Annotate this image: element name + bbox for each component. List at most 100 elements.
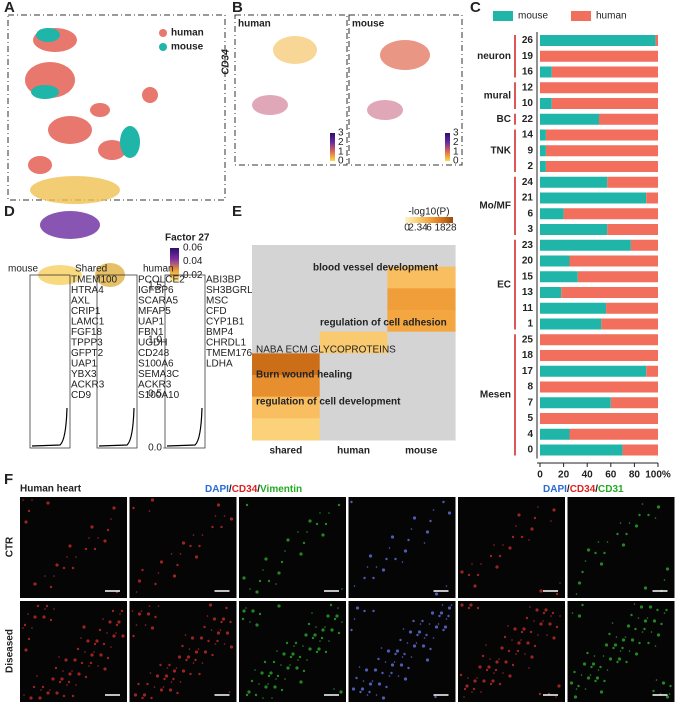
speckle <box>619 522 622 524</box>
gene-label: YBX3 <box>71 369 97 380</box>
speckle <box>584 688 587 690</box>
speckle <box>476 677 478 679</box>
speckle <box>410 656 413 658</box>
speckle <box>304 633 308 637</box>
category-label: 6 <box>527 208 533 219</box>
stain-part: / <box>257 484 260 495</box>
heatmap-cell <box>387 353 456 376</box>
speckle <box>54 666 58 670</box>
speckle <box>643 586 648 590</box>
speckle <box>473 584 477 588</box>
colorbar-tick: 2 <box>453 137 459 148</box>
speckle <box>419 623 422 625</box>
cluster <box>120 126 140 158</box>
speckle <box>71 566 75 570</box>
term-label: NABA ECM GLYCOPROTEINS <box>256 345 396 356</box>
bar <box>540 287 562 298</box>
y-tick-label: 1.5 <box>148 280 162 291</box>
colorbar-tick: 2.34 <box>408 223 428 234</box>
speckle <box>286 538 290 542</box>
speckle <box>46 501 50 505</box>
speckle <box>621 543 626 547</box>
speckle <box>515 653 517 655</box>
x-tick-label: 40 <box>582 470 594 481</box>
legend-label: human <box>171 28 204 39</box>
speckle <box>582 662 587 666</box>
speckle <box>58 656 60 658</box>
speckle <box>530 655 534 659</box>
speckle <box>326 614 330 618</box>
speckle <box>258 612 262 616</box>
speckle <box>368 554 373 558</box>
speckle <box>82 625 86 629</box>
speckle <box>421 619 424 623</box>
speckle <box>513 627 517 631</box>
speckle <box>280 688 284 692</box>
speckle <box>302 669 306 673</box>
cluster <box>367 100 403 120</box>
heatmap-cell <box>252 396 321 419</box>
category-label: 4 <box>527 429 533 440</box>
speckle <box>628 650 631 652</box>
speckle <box>276 650 278 652</box>
speckle <box>135 591 138 593</box>
speckle <box>552 508 556 512</box>
speckle <box>650 631 653 633</box>
colorbar <box>170 248 179 282</box>
colorbar-tick: 28 <box>445 223 457 234</box>
bar <box>540 66 552 78</box>
speckle <box>467 573 471 577</box>
speckle <box>493 672 495 674</box>
speckle <box>24 520 28 524</box>
speckle <box>333 617 337 621</box>
speckle <box>654 645 657 647</box>
speckle <box>362 680 365 682</box>
speckle <box>157 605 160 607</box>
category-label: 25 <box>522 334 534 345</box>
gene-label: S100A6 <box>138 359 174 370</box>
cluster <box>273 36 317 64</box>
speckle <box>407 538 410 542</box>
y-tick-label: 0.5 <box>148 389 162 400</box>
speckle <box>586 676 591 680</box>
speckle <box>377 682 382 686</box>
speckle <box>364 668 369 672</box>
speckle <box>97 537 99 539</box>
frame <box>234 14 348 166</box>
stain-legend: DAPI/CD34/CD31 <box>543 484 624 495</box>
speckle <box>363 609 366 613</box>
speckle <box>263 660 267 664</box>
panel-label: C <box>470 0 481 16</box>
stain-part: CD34 <box>570 484 596 495</box>
speckle <box>390 671 393 675</box>
legend-label: mouse <box>171 42 204 53</box>
speckle <box>153 686 156 688</box>
speckle <box>275 678 277 680</box>
speckle <box>302 645 304 647</box>
speckle <box>434 625 439 629</box>
speckle <box>324 522 328 526</box>
speckle <box>434 592 439 596</box>
speckle <box>412 516 417 520</box>
bar <box>540 239 631 251</box>
bar <box>655 35 658 46</box>
category-label: 1 <box>527 319 533 330</box>
speckle <box>271 697 273 699</box>
category-label: 19 <box>522 51 534 62</box>
speckle <box>401 656 404 658</box>
speckle <box>390 663 395 667</box>
speckle <box>581 603 584 607</box>
gene-label: CRIP1 <box>71 306 101 317</box>
speckle <box>103 539 107 543</box>
gene-label: ACKR3 <box>138 380 172 391</box>
speckle <box>467 606 471 610</box>
speckle <box>399 663 404 667</box>
speckle <box>299 680 303 684</box>
speckle <box>93 642 97 646</box>
bar <box>606 302 658 314</box>
bar <box>540 397 611 409</box>
speckle <box>280 560 284 564</box>
speckle <box>216 631 221 635</box>
gene-label: PCOLCE2 <box>138 275 185 286</box>
speckle <box>23 623 27 627</box>
